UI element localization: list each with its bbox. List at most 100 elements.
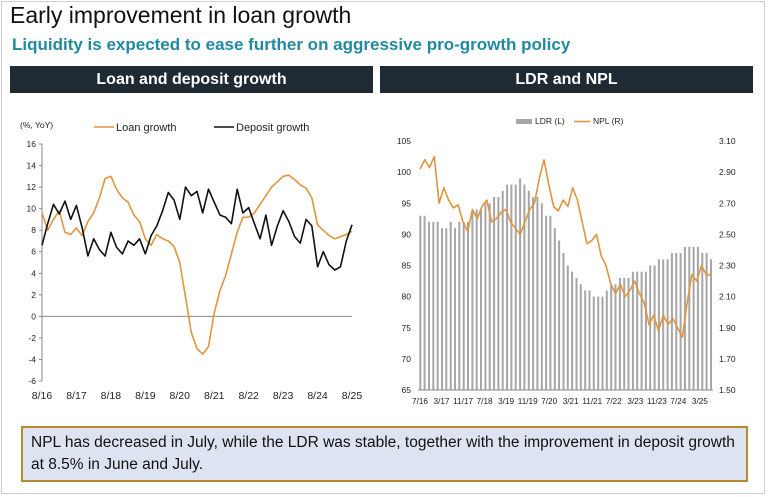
ldr-bar — [618, 277, 621, 390]
left-x-tick-label: 8/22 — [238, 390, 259, 402]
left-y-tick-label: 10 — [27, 204, 37, 214]
right-right-tick-label: 2.50 — [719, 229, 736, 239]
ldr-bar — [493, 197, 496, 390]
right-left-tick-label: 85 — [402, 261, 412, 271]
left-y-tick-label: 2 — [31, 290, 36, 300]
legend-deposit-growth: Deposit growth — [236, 122, 309, 134]
ldr-bar — [696, 246, 699, 390]
ldr-bar — [601, 296, 604, 390]
left-y-tick-label: -2 — [28, 333, 36, 343]
legend-npl: NPL (R) — [593, 116, 624, 126]
right-left-tick-label: 70 — [402, 354, 412, 364]
ldr-bar — [475, 209, 478, 390]
ldr-bar — [536, 197, 539, 390]
ldr-bar — [571, 271, 574, 390]
ldr-bar — [649, 265, 652, 390]
right-legend: LDR (L) NPL (R) — [516, 116, 624, 126]
right-x-tick-label: 7/20 — [541, 397, 557, 406]
left-x-tick-label: 8/21 — [204, 390, 225, 402]
right-x-tick-label: 7/22 — [606, 397, 622, 406]
ldr-bar — [688, 246, 691, 390]
loan-growth-line — [41, 174, 353, 355]
left-x-tick-label: 8/18 — [101, 390, 122, 402]
right-right-tick-label: 2.30 — [719, 261, 736, 271]
ldr-bar — [532, 197, 535, 390]
ldr-bar — [614, 284, 617, 390]
right-x-tick-label: 7/18 — [477, 397, 493, 406]
right-left-tick-label: 75 — [402, 323, 412, 333]
left-x-tick-label: 8/16 — [32, 390, 53, 402]
right-x-tick-label: 3/21 — [563, 397, 579, 406]
ldr-bar — [566, 265, 569, 390]
ldr-bar — [467, 221, 469, 390]
ldr-bar — [692, 246, 695, 390]
ldr-bar — [436, 221, 439, 390]
ldr-bar — [449, 221, 452, 390]
ldr-bar — [519, 178, 522, 390]
ldr-bar — [592, 296, 595, 390]
ldr-bar — [432, 221, 435, 390]
left-plot-area: -6 -4 -2 0 2 4 6 8 10 12 14 16 8/16 8/17 8/18 8/19 8/20 8… — [27, 139, 363, 402]
right-right-tick-label: 3.10 — [719, 136, 736, 146]
right-left-tick-label: 105 — [397, 136, 411, 146]
ldr-bar — [575, 277, 578, 390]
ldr-bar — [653, 265, 656, 390]
legend-loan-growth: Loan growth — [116, 122, 177, 134]
ldr-bar — [670, 253, 673, 390]
left-x-tick-label: 8/23 — [273, 390, 294, 402]
ldr-bar — [675, 253, 678, 390]
npl-line — [419, 155, 711, 338]
right-x-tick-label: 7/16 — [412, 397, 428, 406]
ldr-bar — [644, 271, 647, 390]
page-title: Early improvement in loan growth — [10, 2, 352, 28]
ldr-bar — [510, 184, 513, 390]
right-right-tick-label: 1.50 — [719, 385, 736, 395]
ldr-bar — [419, 215, 422, 390]
ldr-bar — [471, 209, 474, 390]
left-legend: Loan growth Deposit growth — [94, 122, 309, 134]
ldr-bar — [458, 221, 461, 390]
ldr-bar — [605, 290, 608, 390]
ldr-bar — [562, 253, 565, 390]
right-left-tick-label: 100 — [397, 167, 411, 177]
ldr-bar — [549, 215, 552, 390]
ldr-bar — [506, 184, 509, 390]
ldr-bar — [584, 290, 587, 390]
ldr-bar — [484, 203, 487, 391]
left-x-tick-label: 8/24 — [307, 390, 328, 402]
ldr-bar — [423, 215, 426, 390]
ldr-bar — [553, 228, 556, 390]
ldr-bar — [579, 284, 582, 390]
right-x-tick-label: 3/25 — [692, 397, 708, 406]
left-unit-label: (%, YoY) — [20, 120, 53, 130]
left-x-tick-label: 8/19 — [135, 390, 156, 402]
left-y-tick-label: 6 — [31, 247, 36, 257]
right-right-tick-label: 1.90 — [719, 323, 736, 333]
right-left-tick-label: 90 — [402, 229, 412, 239]
ldr-bar — [501, 190, 504, 390]
ldr-bar — [454, 228, 456, 390]
ldr-bar — [597, 296, 600, 390]
right-plot-area: 65 70 75 80 85 90 95 100 105 1.50 1.70 1.90 2.10 2.30… — [397, 136, 736, 406]
right-right-tick-label: 2.10 — [719, 292, 736, 302]
left-panel-header: Loan and deposit growth — [10, 66, 373, 93]
right-x-tick-label: 11/21 — [582, 397, 602, 406]
left-y-tick-label: 4 — [31, 268, 36, 278]
ldr-bar — [488, 203, 491, 391]
ldr-bar — [523, 184, 526, 390]
left-y-tick-label: -6 — [28, 376, 36, 386]
right-left-tick-label: 80 — [402, 292, 412, 302]
right-right-tick-label: 1.70 — [719, 354, 736, 364]
ldr-bar — [710, 259, 712, 390]
left-y-tick-label: -4 — [28, 354, 36, 364]
left-x-tick-label: 8/17 — [66, 390, 87, 402]
right-x-tick-label: 11/17 — [453, 397, 473, 406]
deposit-growth-line — [41, 186, 353, 271]
ldr-bar — [610, 284, 613, 390]
ldr-bar — [588, 290, 591, 390]
ldr-bar — [679, 253, 682, 390]
right-left-tick-label: 95 — [402, 198, 412, 208]
right-x-tick-label: 3/23 — [627, 397, 643, 406]
left-y-tick-label: 8 — [31, 225, 36, 235]
